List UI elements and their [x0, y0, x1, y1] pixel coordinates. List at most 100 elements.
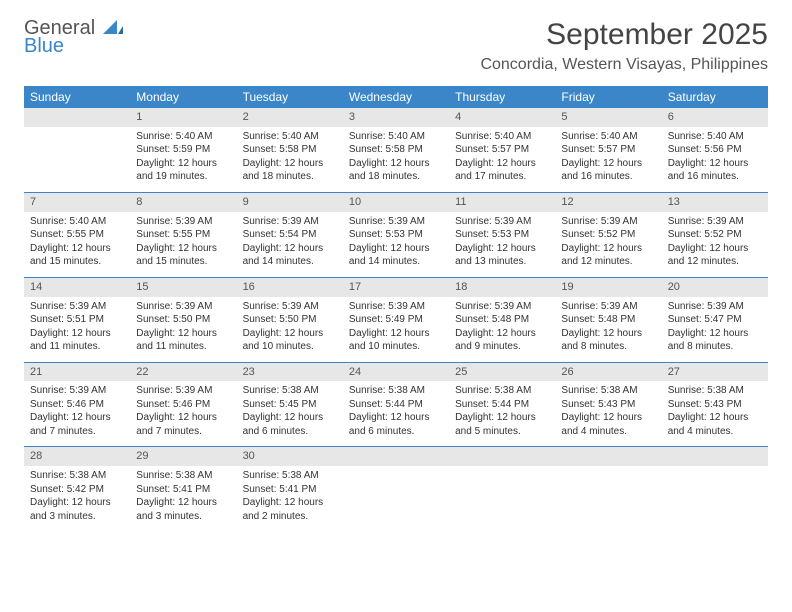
weekday-header: Thursday [449, 86, 555, 108]
sunset-text: Sunset: 5:49 PM [349, 313, 443, 327]
daylight-line1: Daylight: 12 hours [30, 242, 124, 256]
calendar-day-cell: 18Sunrise: 5:39 AMSunset: 5:48 PMDayligh… [449, 277, 555, 362]
daylight-line1: Daylight: 12 hours [561, 242, 655, 256]
logo-sail-icon [103, 17, 123, 39]
sunrise-text: Sunrise: 5:39 AM [668, 215, 762, 229]
daylight-line2: and 16 minutes. [668, 170, 762, 184]
day-number: 8 [130, 193, 236, 212]
day-body: Sunrise: 5:38 AMSunset: 5:44 PMDaylight:… [343, 381, 449, 446]
calendar-empty-cell [24, 108, 130, 192]
daylight-line2: and 6 minutes. [349, 425, 443, 439]
day-number: 18 [449, 278, 555, 297]
calendar-day-cell: 12Sunrise: 5:39 AMSunset: 5:52 PMDayligh… [555, 192, 661, 277]
daylight-line2: and 4 minutes. [668, 425, 762, 439]
daylight-line1: Daylight: 12 hours [136, 496, 230, 510]
day-body: Sunrise: 5:39 AMSunset: 5:53 PMDaylight:… [343, 212, 449, 277]
sunrise-text: Sunrise: 5:38 AM [243, 384, 337, 398]
calendar-day-cell: 19Sunrise: 5:39 AMSunset: 5:48 PMDayligh… [555, 277, 661, 362]
day-body: Sunrise: 5:38 AMSunset: 5:45 PMDaylight:… [237, 381, 343, 446]
sunset-text: Sunset: 5:48 PM [455, 313, 549, 327]
day-number: 27 [662, 363, 768, 382]
sunrise-text: Sunrise: 5:39 AM [561, 215, 655, 229]
weekday-header: Sunday [24, 86, 130, 108]
daylight-line1: Daylight: 12 hours [30, 327, 124, 341]
daylight-line1: Daylight: 12 hours [136, 157, 230, 171]
daylight-line2: and 9 minutes. [455, 340, 549, 354]
daylight-line1: Daylight: 12 hours [455, 411, 549, 425]
daylight-line2: and 12 minutes. [668, 255, 762, 269]
sunset-text: Sunset: 5:55 PM [30, 228, 124, 242]
day-body: Sunrise: 5:39 AMSunset: 5:54 PMDaylight:… [237, 212, 343, 277]
daylight-line1: Daylight: 12 hours [136, 242, 230, 256]
day-body: Sunrise: 5:38 AMSunset: 5:44 PMDaylight:… [449, 381, 555, 446]
day-number: 26 [555, 363, 661, 382]
sunset-text: Sunset: 5:50 PM [243, 313, 337, 327]
daylight-line1: Daylight: 12 hours [668, 157, 762, 171]
daylight-line2: and 3 minutes. [136, 510, 230, 524]
calendar-day-cell: 4Sunrise: 5:40 AMSunset: 5:57 PMDaylight… [449, 108, 555, 192]
calendar-day-cell: 5Sunrise: 5:40 AMSunset: 5:57 PMDaylight… [555, 108, 661, 192]
title-block: September 2025 Concordia, Western Visaya… [480, 18, 768, 74]
day-number: 28 [24, 447, 130, 466]
daylight-line1: Daylight: 12 hours [243, 242, 337, 256]
daylight-line1: Daylight: 12 hours [455, 242, 549, 256]
calendar-empty-cell [343, 447, 449, 531]
sunrise-text: Sunrise: 5:38 AM [30, 469, 124, 483]
calendar-week-row: 28Sunrise: 5:38 AMSunset: 5:42 PMDayligh… [24, 447, 768, 531]
day-body-empty [449, 466, 555, 520]
day-body: Sunrise: 5:38 AMSunset: 5:42 PMDaylight:… [24, 466, 130, 531]
day-number: 9 [237, 193, 343, 212]
day-number: 29 [130, 447, 236, 466]
day-number: 25 [449, 363, 555, 382]
sunrise-text: Sunrise: 5:39 AM [136, 215, 230, 229]
sunset-text: Sunset: 5:51 PM [30, 313, 124, 327]
sunrise-text: Sunrise: 5:40 AM [668, 130, 762, 144]
daylight-line2: and 19 minutes. [136, 170, 230, 184]
sunset-text: Sunset: 5:59 PM [136, 143, 230, 157]
daylight-line1: Daylight: 12 hours [136, 411, 230, 425]
day-number: 23 [237, 363, 343, 382]
calendar-header-row: SundayMondayTuesdayWednesdayThursdayFrid… [24, 86, 768, 108]
sunrise-text: Sunrise: 5:39 AM [349, 300, 443, 314]
sunrise-text: Sunrise: 5:40 AM [455, 130, 549, 144]
day-number: 5 [555, 108, 661, 127]
day-body: Sunrise: 5:39 AMSunset: 5:47 PMDaylight:… [662, 297, 768, 362]
day-body: Sunrise: 5:39 AMSunset: 5:50 PMDaylight:… [237, 297, 343, 362]
sunrise-text: Sunrise: 5:39 AM [243, 215, 337, 229]
calendar-empty-cell [662, 447, 768, 531]
sunset-text: Sunset: 5:43 PM [561, 398, 655, 412]
calendar-day-cell: 20Sunrise: 5:39 AMSunset: 5:47 PMDayligh… [662, 277, 768, 362]
weekday-header: Wednesday [343, 86, 449, 108]
sunrise-text: Sunrise: 5:38 AM [136, 469, 230, 483]
calendar-day-cell: 3Sunrise: 5:40 AMSunset: 5:58 PMDaylight… [343, 108, 449, 192]
weekday-header: Saturday [662, 86, 768, 108]
sunset-text: Sunset: 5:42 PM [30, 483, 124, 497]
daylight-line1: Daylight: 12 hours [455, 157, 549, 171]
calendar-day-cell: 27Sunrise: 5:38 AMSunset: 5:43 PMDayligh… [662, 362, 768, 447]
sunset-text: Sunset: 5:57 PM [455, 143, 549, 157]
calendar-day-cell: 9Sunrise: 5:39 AMSunset: 5:54 PMDaylight… [237, 192, 343, 277]
daylight-line1: Daylight: 12 hours [136, 327, 230, 341]
calendar-day-cell: 14Sunrise: 5:39 AMSunset: 5:51 PMDayligh… [24, 277, 130, 362]
day-number-empty [662, 447, 768, 466]
daylight-line2: and 7 minutes. [30, 425, 124, 439]
header: General Blue September 2025 Concordia, W… [24, 18, 768, 74]
daylight-line2: and 10 minutes. [349, 340, 443, 354]
day-body: Sunrise: 5:38 AMSunset: 5:43 PMDaylight:… [662, 381, 768, 446]
location-subtitle: Concordia, Western Visayas, Philippines [480, 56, 768, 74]
weekday-header: Monday [130, 86, 236, 108]
daylight-line1: Daylight: 12 hours [455, 327, 549, 341]
sunrise-text: Sunrise: 5:39 AM [455, 215, 549, 229]
day-body-empty [343, 466, 449, 520]
calendar-day-cell: 7Sunrise: 5:40 AMSunset: 5:55 PMDaylight… [24, 192, 130, 277]
day-number: 14 [24, 278, 130, 297]
daylight-line1: Daylight: 12 hours [30, 496, 124, 510]
sunset-text: Sunset: 5:50 PM [136, 313, 230, 327]
sunrise-text: Sunrise: 5:40 AM [349, 130, 443, 144]
day-body: Sunrise: 5:39 AMSunset: 5:46 PMDaylight:… [130, 381, 236, 446]
calendar-day-cell: 8 Sunrise: 5:39 AMSunset: 5:55 PMDaylight… [130, 192, 236, 277]
daylight-line2: and 18 minutes. [243, 170, 337, 184]
day-number: 19 [555, 278, 661, 297]
daylight-line1: Daylight: 12 hours [349, 242, 443, 256]
sunset-text: Sunset: 5:55 PM [136, 228, 230, 242]
